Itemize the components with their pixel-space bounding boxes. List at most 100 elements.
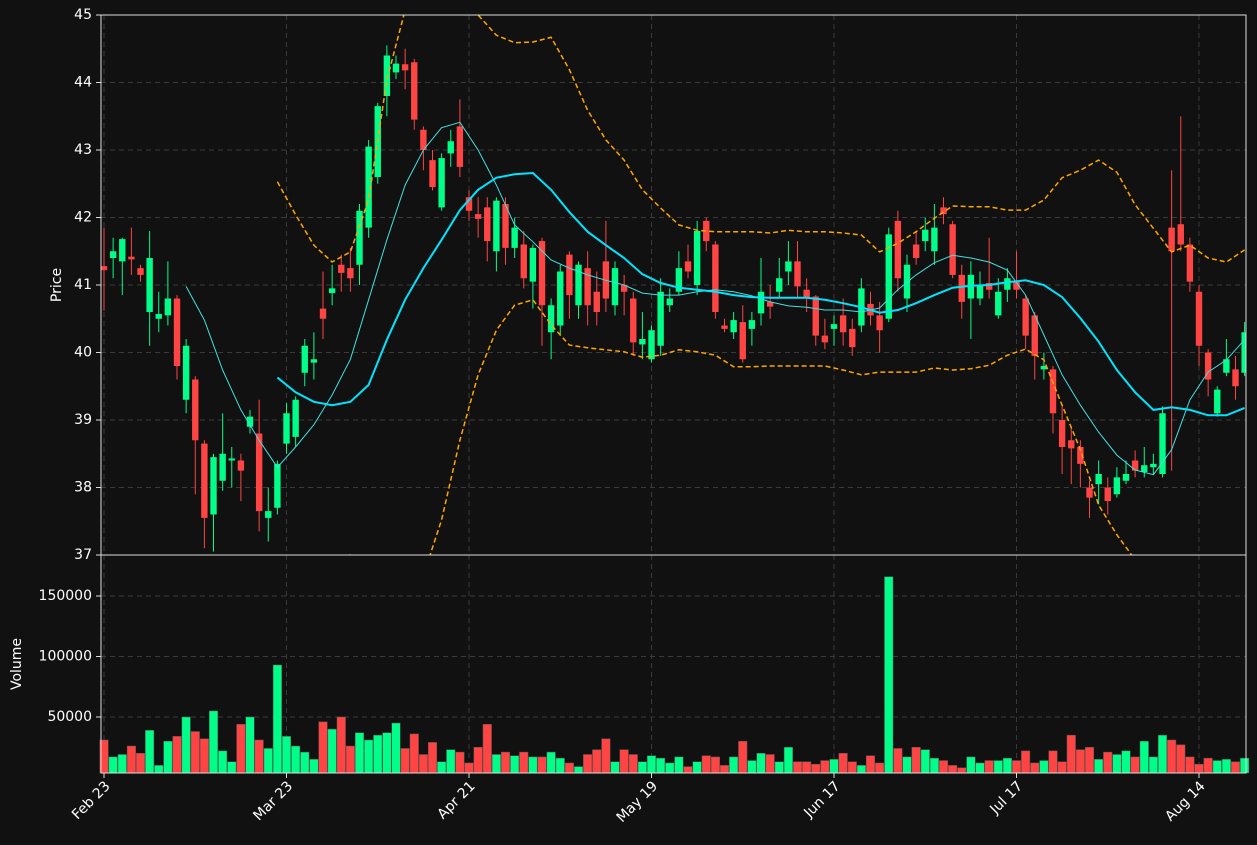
- candle-body: [474, 214, 482, 219]
- candle-body: [940, 207, 947, 215]
- candle-body: [575, 264, 582, 306]
- volume-bar: [382, 732, 392, 774]
- candle-body: [922, 229, 929, 242]
- volume-bar: [1121, 750, 1131, 774]
- candle-body: [319, 308, 327, 319]
- volume-bar: [272, 664, 282, 774]
- volume-bar: [692, 761, 702, 774]
- candle-body: [164, 298, 172, 316]
- candle-body: [794, 261, 801, 287]
- volume-bar: [838, 753, 848, 774]
- volume-bar: [1075, 749, 1085, 774]
- candle-body: [182, 345, 190, 400]
- candle-body: [1232, 369, 1239, 387]
- volume-bar: [336, 716, 346, 774]
- volume-bar: [500, 751, 511, 774]
- candle-body: [1177, 224, 1184, 245]
- volume-bar: [865, 755, 876, 774]
- candle-body: [1040, 366, 1048, 370]
- volume-bar: [747, 760, 757, 774]
- candle-body: [757, 291, 765, 314]
- candle-body: [1031, 315, 1038, 356]
- candle-body: [502, 204, 509, 248]
- volume-bar: [1176, 744, 1186, 774]
- volume-bar: [1066, 734, 1076, 774]
- candle-body: [365, 146, 372, 228]
- candle-body: [1049, 369, 1057, 414]
- volume-bar: [126, 745, 136, 774]
- volume-bar: [674, 756, 684, 774]
- candle-body: [1122, 474, 1130, 481]
- volume-bar: [564, 762, 574, 774]
- volume-bar: [409, 733, 419, 774]
- candle-body: [538, 241, 546, 306]
- candle-body: [657, 291, 664, 346]
- volume-bar: [729, 756, 739, 774]
- candle-body: [511, 227, 518, 248]
- volume-bar: [774, 761, 784, 774]
- volume-bar: [619, 749, 629, 774]
- volume-bar: [427, 742, 438, 774]
- candle-body: [547, 305, 555, 333]
- candle-body: [1159, 413, 1166, 474]
- volume-bar: [236, 723, 246, 774]
- candle-body: [137, 268, 144, 275]
- candle-body: [392, 63, 400, 73]
- volume-bar: [583, 754, 593, 774]
- candle-body: [1077, 447, 1084, 464]
- volume-bar: [263, 748, 273, 774]
- volume-bar: [802, 761, 812, 774]
- volume-bar: [455, 751, 465, 774]
- volume-bar: [1185, 756, 1195, 774]
- candle-body: [703, 220, 710, 242]
- volume-bar: [710, 756, 720, 774]
- candle-body: [1104, 487, 1111, 501]
- candle-body: [246, 416, 254, 427]
- candle-body: [383, 55, 391, 96]
- candle-body: [1113, 477, 1121, 495]
- indicator-line: [185, 121, 1245, 476]
- volume-bar: [464, 762, 474, 774]
- candle-body: [109, 251, 117, 258]
- candle-body: [712, 244, 719, 312]
- candle-body: [721, 325, 728, 329]
- volume-bar: [482, 723, 492, 774]
- volume-bar: [281, 736, 292, 774]
- volume-bar: [792, 761, 803, 774]
- candle-body: [995, 291, 1002, 316]
- candle-body: [429, 160, 436, 188]
- volume-bar: [592, 749, 602, 774]
- candle-body: [949, 224, 956, 275]
- y-tick-label: 42: [74, 210, 92, 226]
- volume-bar: [345, 745, 355, 774]
- volume-bar: [318, 721, 328, 774]
- candle-body: [438, 158, 445, 208]
- volume-bar: [555, 757, 565, 774]
- candle-body: [401, 64, 409, 71]
- volume-bar: [218, 750, 228, 774]
- candle-body: [520, 244, 527, 279]
- volume-bar: [519, 751, 529, 774]
- candle-body: [584, 268, 591, 306]
- candle-body: [347, 268, 354, 279]
- y-tick-label: 44: [74, 75, 92, 91]
- volume-bar: [884, 576, 894, 774]
- candle-body: [338, 264, 345, 273]
- volume-bar: [966, 756, 976, 774]
- volume-bar: [911, 746, 921, 774]
- volume-bar: [683, 766, 693, 774]
- candle-body: [958, 274, 965, 302]
- volume-bar: [154, 765, 164, 774]
- y-axis-label: Price: [49, 268, 65, 302]
- candle-body: [976, 285, 984, 299]
- candle-body: [985, 282, 993, 290]
- volume-bar: [254, 739, 264, 774]
- volume-bar: [291, 745, 301, 774]
- volume-bar: [665, 762, 675, 774]
- candle-body: [675, 268, 683, 292]
- candle-body: [447, 141, 454, 154]
- volume-bar: [1011, 760, 1022, 774]
- volume-bar: [373, 734, 383, 774]
- volume-bar: [948, 765, 958, 774]
- candle-body: [1068, 440, 1075, 449]
